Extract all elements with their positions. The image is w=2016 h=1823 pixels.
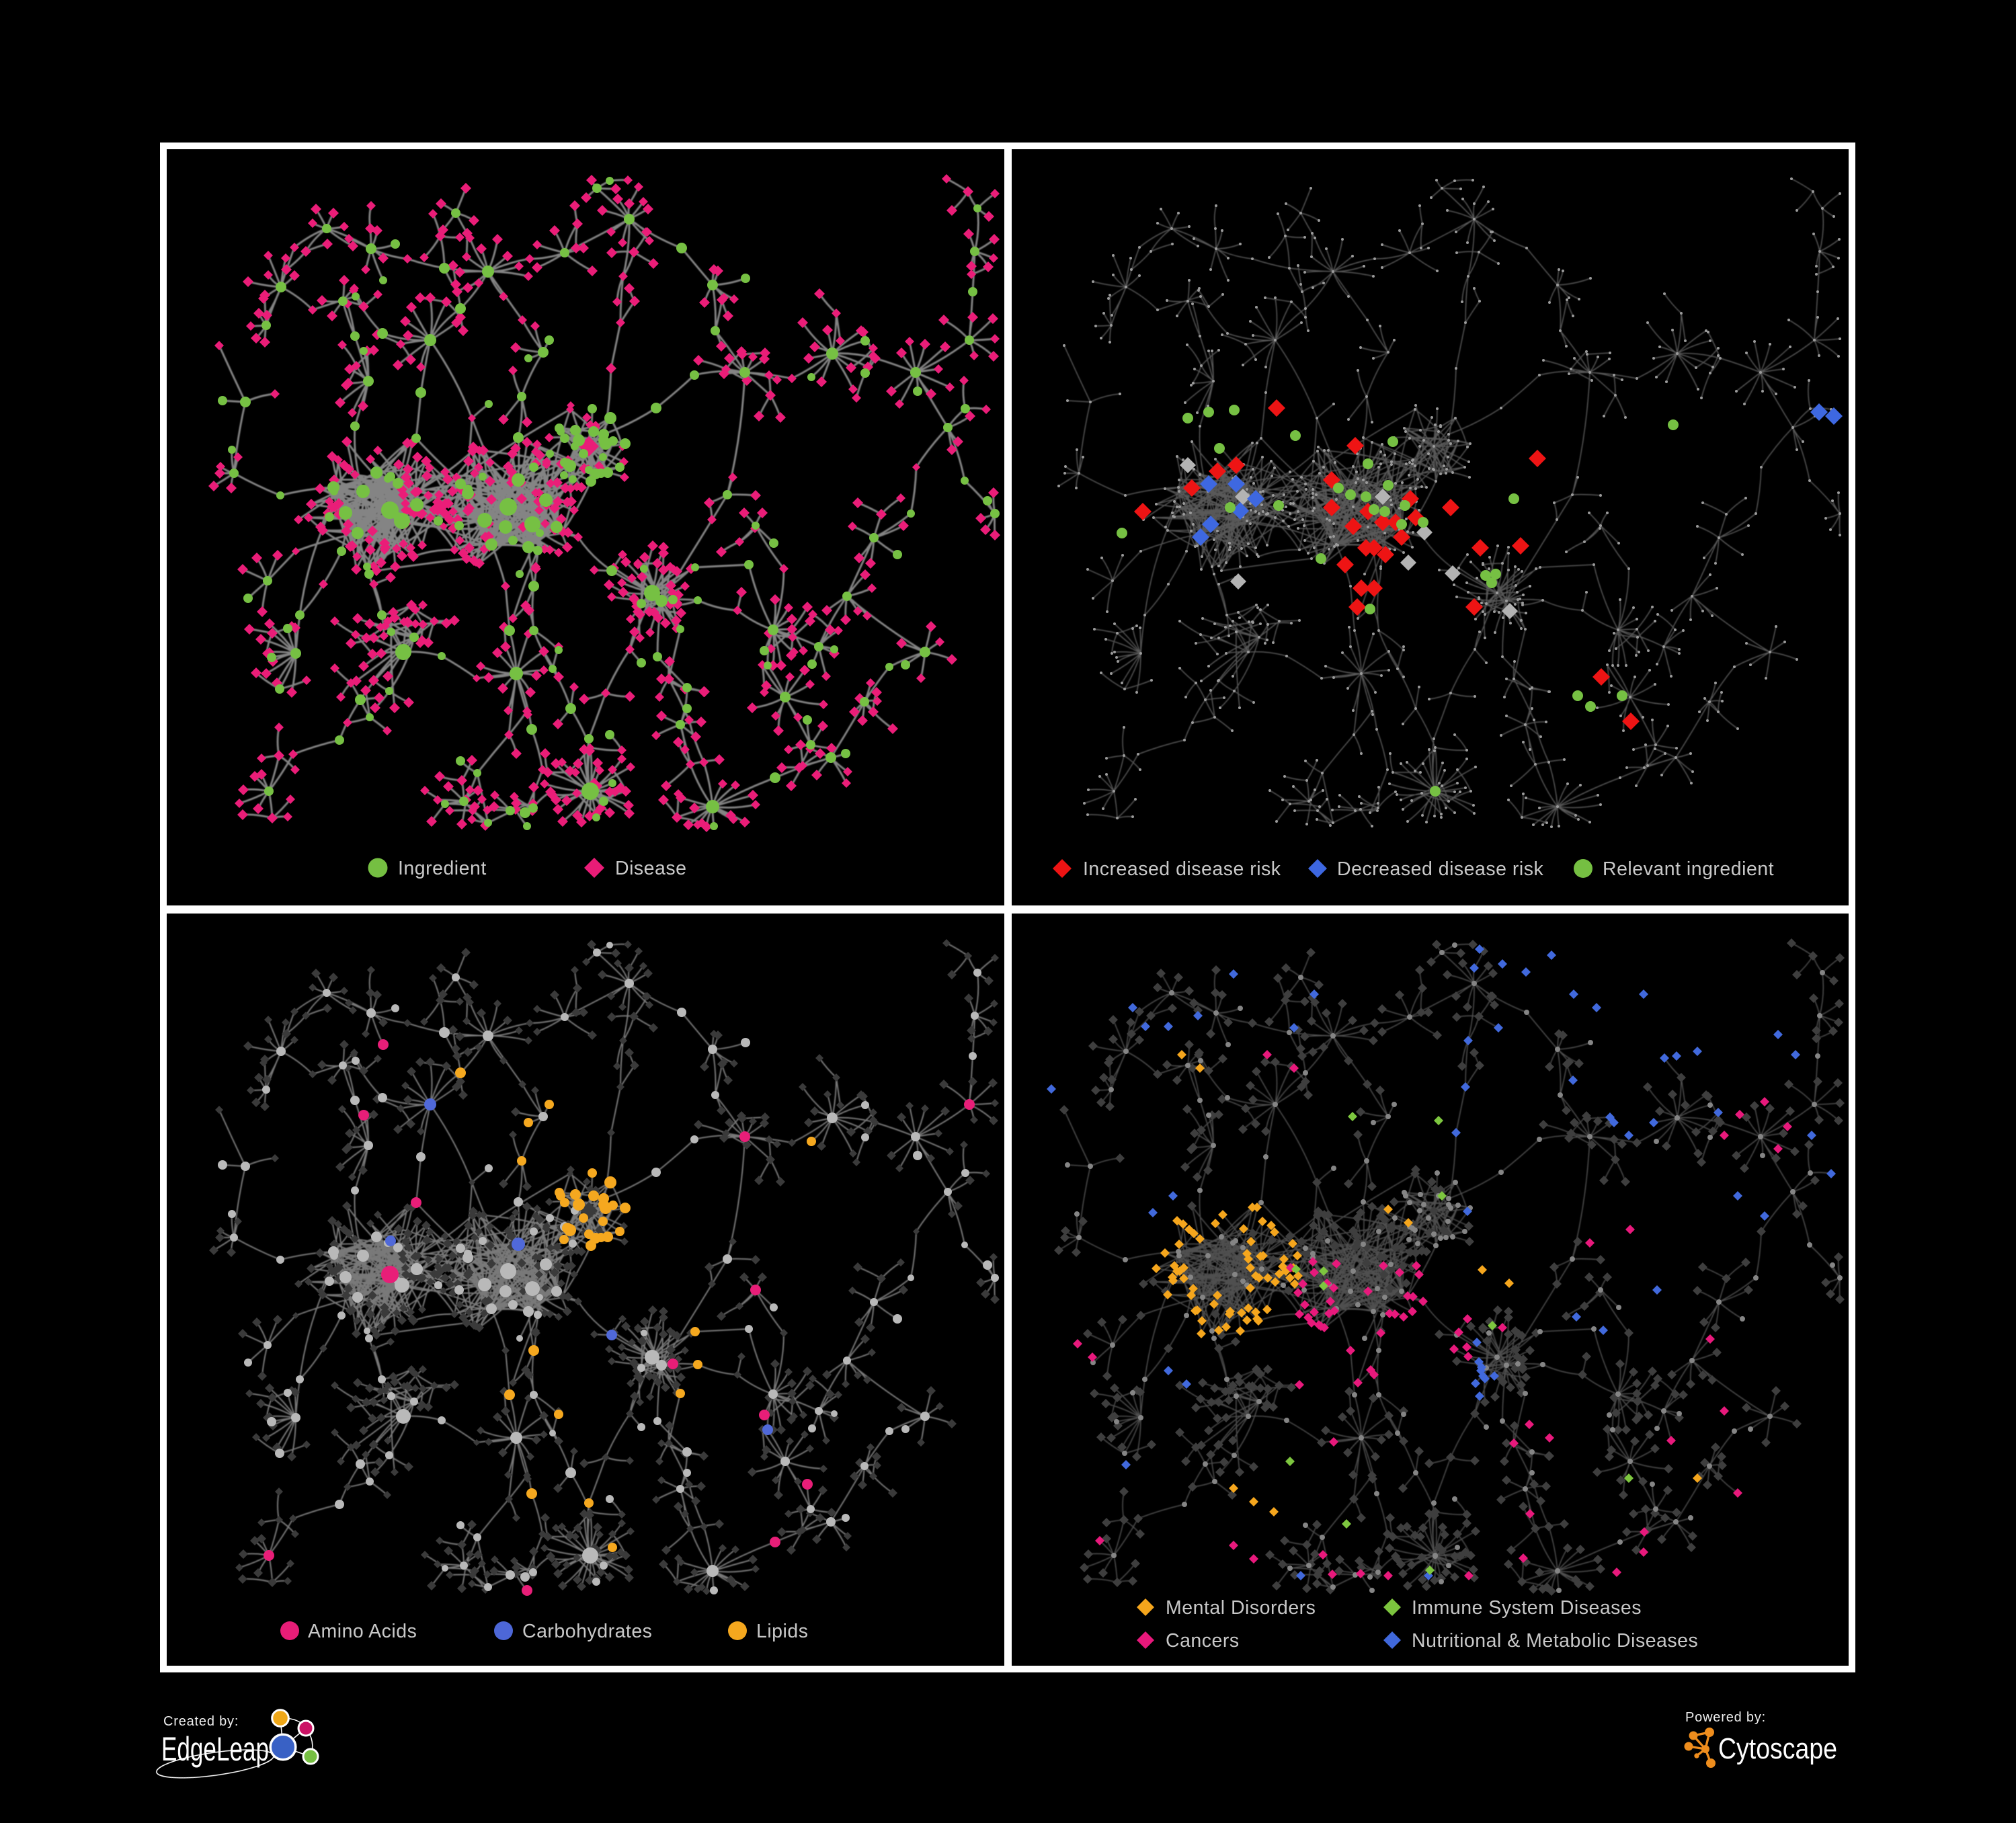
svg-text:Cytoscape: Cytoscape xyxy=(1718,1732,1837,1765)
svg-text:Created by:: Created by: xyxy=(163,1714,239,1729)
svg-text:Decreased disease risk: Decreased disease risk xyxy=(1337,858,1543,880)
svg-text:Cancers: Cancers xyxy=(1166,1630,1240,1652)
svg-text:Amino Acids: Amino Acids xyxy=(308,1621,417,1642)
svg-text:EdgeLeap: EdgeLeap xyxy=(161,1730,269,1768)
svg-text:Disease: Disease xyxy=(615,858,686,879)
svg-text:Nutritional & Metabolic Diseas: Nutritional & Metabolic Diseases xyxy=(1412,1630,1698,1652)
svg-text:Relevant ingredient: Relevant ingredient xyxy=(1603,858,1774,880)
svg-text:Immune System Diseases: Immune System Diseases xyxy=(1412,1597,1642,1619)
svg-text:Ingredient: Ingredient xyxy=(398,858,487,879)
svg-text:Lipids: Lipids xyxy=(756,1621,808,1642)
svg-text:Increased disease risk: Increased disease risk xyxy=(1083,858,1281,880)
svg-text:Powered by:: Powered by: xyxy=(1685,1710,1766,1725)
svg-text:Mental Disorders: Mental Disorders xyxy=(1166,1597,1316,1619)
svg-text:Carbohydrates: Carbohydrates xyxy=(522,1621,652,1642)
